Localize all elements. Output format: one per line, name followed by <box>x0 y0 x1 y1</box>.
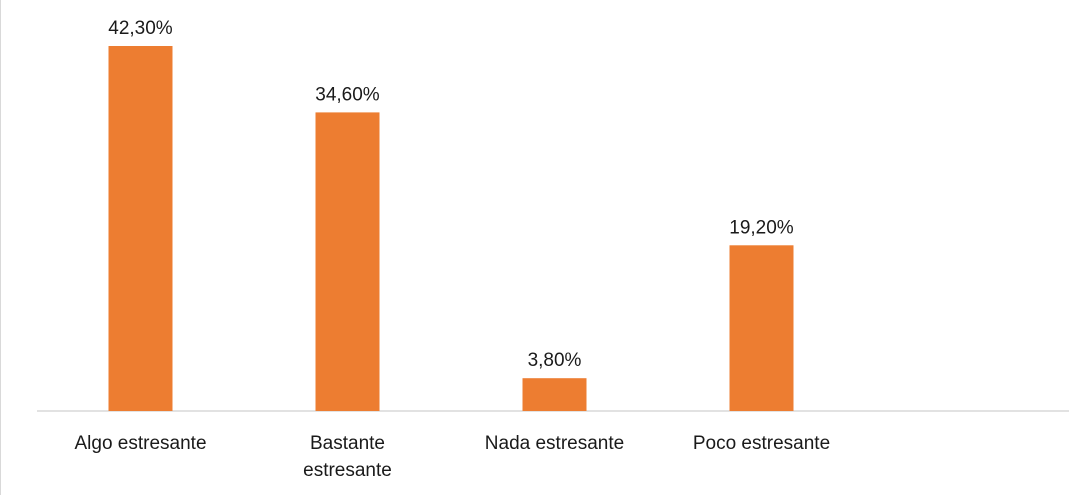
data-label-1: 34,60% <box>315 84 380 105</box>
bar-1 <box>315 112 380 412</box>
category-label-line: Poco estresante <box>693 433 830 454</box>
category-label-0: Algo estresante <box>74 433 206 454</box>
category-labels-group: Algo estresante Bastante estresante Nada es… <box>74 433 830 481</box>
category-label-line: Bastante <box>310 433 385 454</box>
category-label-1: Bastante estresante <box>303 433 392 481</box>
category-label-line: estresante <box>303 460 392 481</box>
data-labels-group: 42,30% 34,60% 3,80% 19,20% <box>108 18 794 371</box>
data-label-3: 19,20% <box>729 217 794 238</box>
category-label-2: Nada estresante <box>485 433 624 454</box>
bar-3 <box>729 245 794 411</box>
category-label-line: Nada estresante <box>485 433 624 454</box>
category-label-3: Poco estresante <box>693 433 830 454</box>
category-label-line: Algo estresante <box>74 433 206 454</box>
bar-0 <box>108 46 173 411</box>
data-label-2: 3,80% <box>528 350 582 371</box>
bars-group <box>108 46 794 412</box>
bar-2 <box>522 378 587 411</box>
data-label-0: 42,30% <box>108 18 173 39</box>
